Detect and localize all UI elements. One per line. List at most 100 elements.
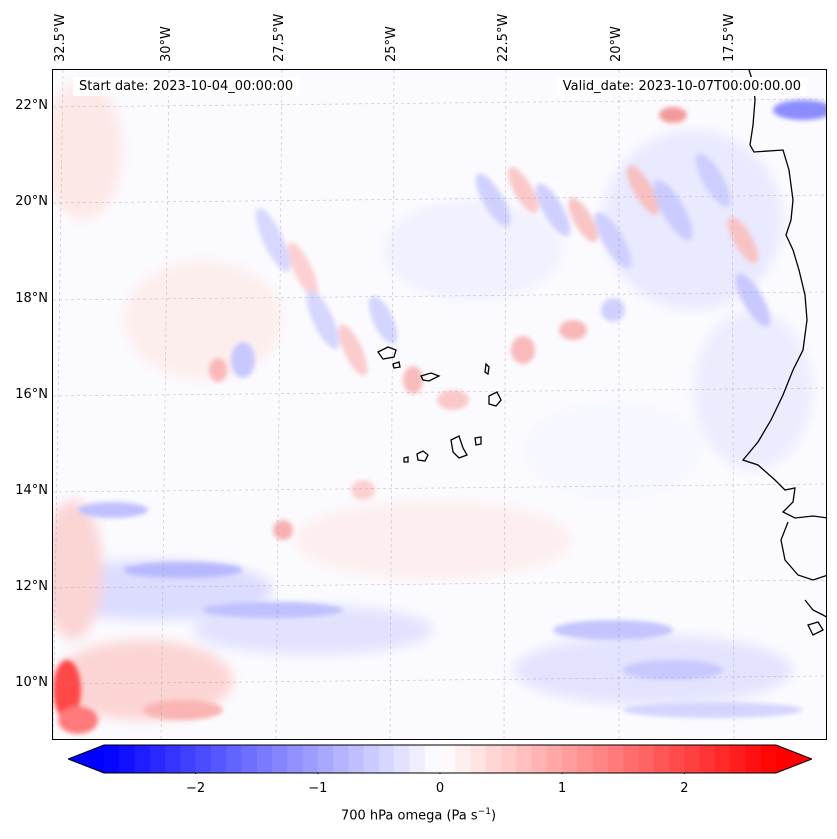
colorbar-extend-max [776,745,812,773]
lon-label-27-5w: 27.5°W [272,13,287,62]
island-sao-vicente [392,361,401,369]
meridian-line [731,70,735,739]
lon-label-30w: 30°W [159,26,174,62]
colorbar-tickmarks [195,773,685,774]
colorbar-segment [470,745,487,773]
colorbar-segment [378,745,395,773]
island-fogo [416,450,429,462]
colorbar-segment [180,745,197,773]
map-gridlines [53,70,826,739]
african-coast [741,70,826,519]
colorbar-segment [348,745,365,773]
island-boa-vista [488,391,502,407]
colorbar-segment [455,745,472,773]
colorbar-segment [333,745,349,773]
colorbar-segment [623,745,640,773]
colorbar-segment [256,745,273,773]
colorbar-tick-p1: 1 [558,781,567,796]
colorbar-segment [730,745,746,773]
colorbar-label-text: 700 hPa omega (Pa s [340,808,478,824]
colorbar-segment [287,745,304,773]
colorbar-segment [684,745,701,773]
colorbar-segment [119,745,136,773]
senegal-gambia-coast [780,521,826,581]
meridian-line [160,70,170,739]
lon-label-25w: 25°W [384,26,399,62]
colorbar-segment [272,745,288,773]
omega-broad-shading [53,80,813,720]
colorbar-segment [440,745,456,773]
colorbar-label: 700 hPa omega (Pa s−1) [0,807,837,823]
start-date-label: Start date: 2023-10-04_00:00:00 [73,77,300,96]
colorbar-segment [134,745,151,773]
colorbar-segment [317,745,334,773]
colorbar-segment [669,745,685,773]
colorbar-segment [363,745,380,773]
colorbar-segment [608,745,624,773]
island-brava [403,456,409,463]
colorbar-segment [760,745,777,773]
colorbar-segment [302,745,319,773]
colorbar-tick-m2: −2 [186,781,206,796]
lat-label-20n: 20°N [15,194,48,209]
colorbar-segment [714,745,731,773]
lon-label-20w: 20°W [609,26,624,62]
meridian-line [53,70,64,739]
omega-field-map [53,70,826,739]
map-panel [52,69,827,740]
colorbar-segment [653,745,670,773]
colorbar-segment [424,745,441,773]
colorbar-segment [516,745,533,773]
colorbar-outline [68,744,812,774]
colorbar-segment [226,745,242,773]
omega-wave-streaks [53,100,826,734]
meridian-line [503,70,507,739]
colorbar-segment [394,745,410,773]
colorbar-segment [104,745,120,773]
island-santo-antao [377,346,397,360]
colorbar-segment [409,745,426,773]
lat-label-10n: 10°N [15,675,48,690]
lon-label-17-5w: 17.5°W [722,13,737,62]
colorbar-segment [562,745,578,773]
lat-label-14n: 14°N [15,483,48,498]
colorbar-segment [485,745,502,773]
colorbar-label-close: ) [490,808,497,824]
colorbar-segment [638,745,655,773]
island-maio [474,436,482,446]
lon-label-22-5w: 22.5°W [496,13,511,62]
colorbar-segment [149,745,166,773]
island-sao-nicolau [420,372,441,382]
island-sal [484,362,490,376]
colorbar-tick-0: 0 [435,781,445,796]
colorbar-segment [195,745,212,773]
lat-label-22n: 22°N [15,98,48,113]
colorbar-segment [592,745,609,773]
colorbar-tick-p2: 2 [680,781,689,796]
lat-label-18n: 18°N [15,291,48,306]
coastline [377,70,826,636]
lat-label-12n: 12°N [15,579,48,594]
valid-date-label: Valid_date: 2023-10-07T00:00:00.00 [556,77,807,96]
meridian-line [389,70,395,739]
meridian-line [275,70,283,739]
colorbar-segment [745,745,762,773]
colorbar-segment [241,745,258,773]
colorbar-segment [577,745,594,773]
colorbar-tick-m1: −1 [308,781,328,796]
island-santiago [450,435,468,459]
lat-label-16n: 16°N [15,387,48,402]
colorbar-segment [501,745,517,773]
lon-label-32-5w: 32.5°W [53,13,68,62]
colorbar-segment [699,745,716,773]
colorbar-segment [531,745,548,773]
colorbar-label-exponent: −1 [477,807,491,817]
colorbar-segment [546,745,563,773]
colorbar-segments [68,745,812,773]
colorbar-segment [210,745,227,773]
colorbar-extend-min [68,745,104,773]
bissagos-islands [807,621,824,636]
colorbar-segment [165,745,181,773]
colorbar [68,744,812,774]
guinea-coast [804,599,826,618]
